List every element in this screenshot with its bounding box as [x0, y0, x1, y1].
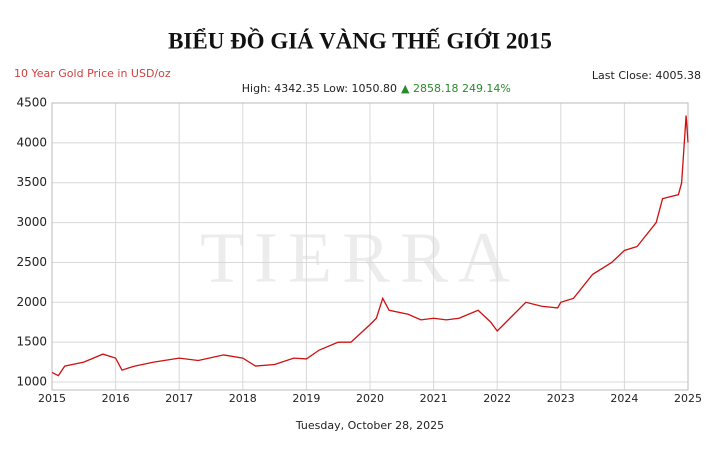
plot-frame	[51, 102, 689, 391]
x-tick-label: 2017	[165, 392, 193, 405]
y-tick-label: 2000	[16, 295, 47, 309]
last-close: Last Close: 4005.38	[592, 69, 701, 82]
change: ▲ 2858.18 249.14%	[401, 82, 511, 95]
x-tick-label: 2025	[674, 392, 702, 405]
chart-title: BIỂU ĐỒ GIÁ VÀNG THẾ GIỚI 2015	[168, 27, 552, 53]
price-line	[51, 115, 689, 377]
x-tick-label: 2020	[356, 392, 384, 405]
y-tick-label: 1000	[16, 375, 47, 389]
y-tick-label: 3000	[16, 215, 47, 229]
x-tick-label: 2015	[38, 392, 66, 405]
x-tick-label: 2019	[292, 392, 320, 405]
y-tick-label: 1500	[16, 335, 47, 349]
x-tick-label: 2018	[229, 392, 257, 405]
subtitle: 10 Year Gold Price in USD/oz	[14, 67, 171, 80]
y-tick-label: 2500	[16, 255, 47, 269]
x-tick-label: 2024	[610, 392, 638, 405]
y-tick-label: 4000	[16, 135, 47, 149]
x-tick-label: 2022	[483, 392, 511, 405]
x-tick-label: 2016	[102, 392, 130, 405]
high-low: High: 4342.35 Low: 1050.80	[242, 82, 397, 95]
x-axis-label: Tuesday, October 28, 2025	[295, 419, 444, 432]
y-tick-label: 3500	[16, 175, 47, 189]
x-tick-label: 2023	[547, 392, 575, 405]
x-tick-label: 2021	[420, 392, 448, 405]
watermark: TIERRA	[200, 218, 520, 298]
y-tick-label: 4500	[16, 96, 47, 110]
